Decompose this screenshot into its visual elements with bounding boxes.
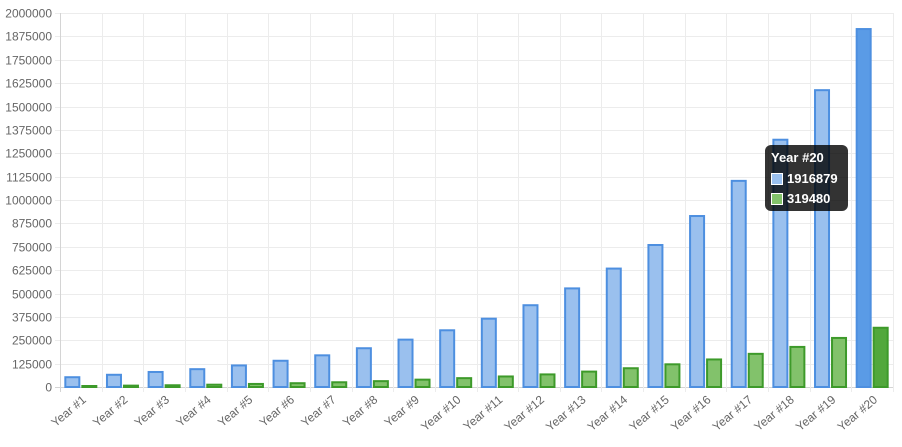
x-tick-label: Year #4: [173, 392, 214, 429]
y-tick-label: 1375000: [5, 124, 52, 138]
bar-series-2[interactable]: [164, 384, 181, 389]
tooltip-swatch-2: [771, 193, 783, 205]
bar-series-2[interactable]: [581, 370, 598, 389]
bar-series-1[interactable]: [730, 179, 747, 388]
y-tick-label: 1500000: [5, 101, 52, 115]
bar-series-2[interactable]: [247, 382, 264, 388]
bar-series-2[interactable]: [372, 380, 389, 388]
x-tick-label: Year #2: [90, 392, 131, 429]
y-tick-label: 1125000: [6, 171, 52, 185]
bar-series-2[interactable]: [81, 385, 98, 388]
y-tick-label: 750000: [12, 241, 52, 255]
x-tick-label: Year #20: [835, 392, 881, 434]
bar-series-2[interactable]: [872, 326, 889, 388]
bars: [64, 28, 889, 389]
x-tick-label: Year #12: [501, 392, 547, 434]
bar-series-1[interactable]: [522, 304, 539, 388]
tooltip-swatch-1: [771, 173, 783, 185]
bar-series-2[interactable]: [289, 382, 306, 389]
bar-series-2[interactable]: [789, 345, 806, 388]
bar-series-1[interactable]: [689, 215, 706, 388]
bar-series-2[interactable]: [206, 383, 223, 389]
bar-series-1[interactable]: [314, 354, 331, 388]
tooltip-title: Year #20: [771, 150, 824, 165]
y-tick-label: 125000: [12, 358, 52, 372]
x-tick-label: Year #16: [668, 392, 714, 434]
bar-series-1[interactable]: [439, 329, 456, 389]
bar-series-1[interactable]: [189, 368, 206, 389]
y-tick-label: 250000: [12, 334, 52, 348]
bar-series-1[interactable]: [230, 364, 247, 388]
x-axis: Year #1 Year #2 Year #3 Year #4 Year #5 Year …: [48, 392, 880, 434]
x-tick-label: Year #17: [710, 392, 756, 434]
x-tick-label: Year #18: [751, 392, 797, 434]
x-tick-label: Year #13: [543, 392, 589, 434]
x-tick-label: Year #15: [626, 392, 672, 434]
tooltip-value-2: 319480: [787, 191, 831, 206]
x-tick-label: Year #9: [382, 392, 423, 429]
bar-series-1[interactable]: [564, 287, 581, 389]
bar-series-2[interactable]: [331, 381, 348, 389]
y-tick-label: 0: [45, 381, 52, 395]
tooltip-value-1: 1916879: [787, 171, 838, 186]
bar-series-2[interactable]: [831, 336, 848, 389]
y-tick-label: 375000: [12, 311, 52, 325]
x-tick-label: Year #11: [460, 392, 505, 433]
x-tick-label: Year #5: [215, 392, 256, 429]
tooltip: Year #20 1916879 319480: [765, 145, 848, 211]
bar-series-1[interactable]: [814, 89, 831, 388]
bar-series-2[interactable]: [706, 358, 723, 389]
x-tick-label: Year #6: [257, 392, 298, 429]
bar-series-2[interactable]: [664, 363, 681, 389]
x-tick-label: Year #14: [585, 392, 631, 434]
y-tick-label: 1750000: [5, 54, 52, 68]
x-tick-label: Year #3: [132, 392, 173, 429]
y-tick-label: 2000000: [5, 7, 52, 21]
bar-series-2[interactable]: [122, 384, 139, 389]
y-tick-label: 625000: [12, 264, 52, 278]
bar-series-2[interactable]: [414, 378, 431, 388]
x-tick-label: Year #8: [340, 392, 381, 429]
bar-series-1[interactable]: [647, 244, 664, 388]
bar-series-1[interactable]: [397, 338, 414, 388]
x-tick-label: Year #19: [793, 392, 839, 434]
tooltip-row-2: 319480: [771, 189, 842, 209]
y-tick-label: 1250000: [5, 147, 52, 161]
bar-series-2[interactable]: [456, 377, 473, 388]
bar-series-1[interactable]: [272, 359, 289, 389]
bar-series-1[interactable]: [64, 376, 81, 388]
bar-series-1[interactable]: [355, 347, 372, 389]
x-tick-label: Year #10: [418, 392, 464, 434]
bar-series-2[interactable]: [622, 367, 639, 389]
x-tick-label: Year #1: [48, 392, 89, 429]
bar-series-1[interactable]: [855, 28, 872, 388]
bar-series-1[interactable]: [147, 370, 164, 389]
bar-series-2[interactable]: [497, 375, 514, 389]
bar-series-2[interactable]: [747, 352, 764, 388]
bar-series-1[interactable]: [605, 267, 622, 388]
y-axis: 0 125000 250000 375000 500000 625000 750000 875…: [5, 7, 52, 395]
bar-series-2[interactable]: [539, 373, 556, 389]
x-tick-label: Year #7: [298, 392, 339, 429]
y-tick-label: 875000: [12, 217, 52, 231]
y-tick-label: 1625000: [5, 77, 52, 91]
y-tick-label: 500000: [12, 288, 52, 302]
grid-lines: [55, 13, 894, 392]
tooltip-row-1: 1916879: [771, 169, 842, 189]
bar-series-1[interactable]: [105, 373, 122, 388]
y-tick-label: 1875000: [5, 30, 52, 44]
bar-series-1[interactable]: [480, 317, 497, 388]
y-tick-label: 1000000: [5, 194, 52, 208]
